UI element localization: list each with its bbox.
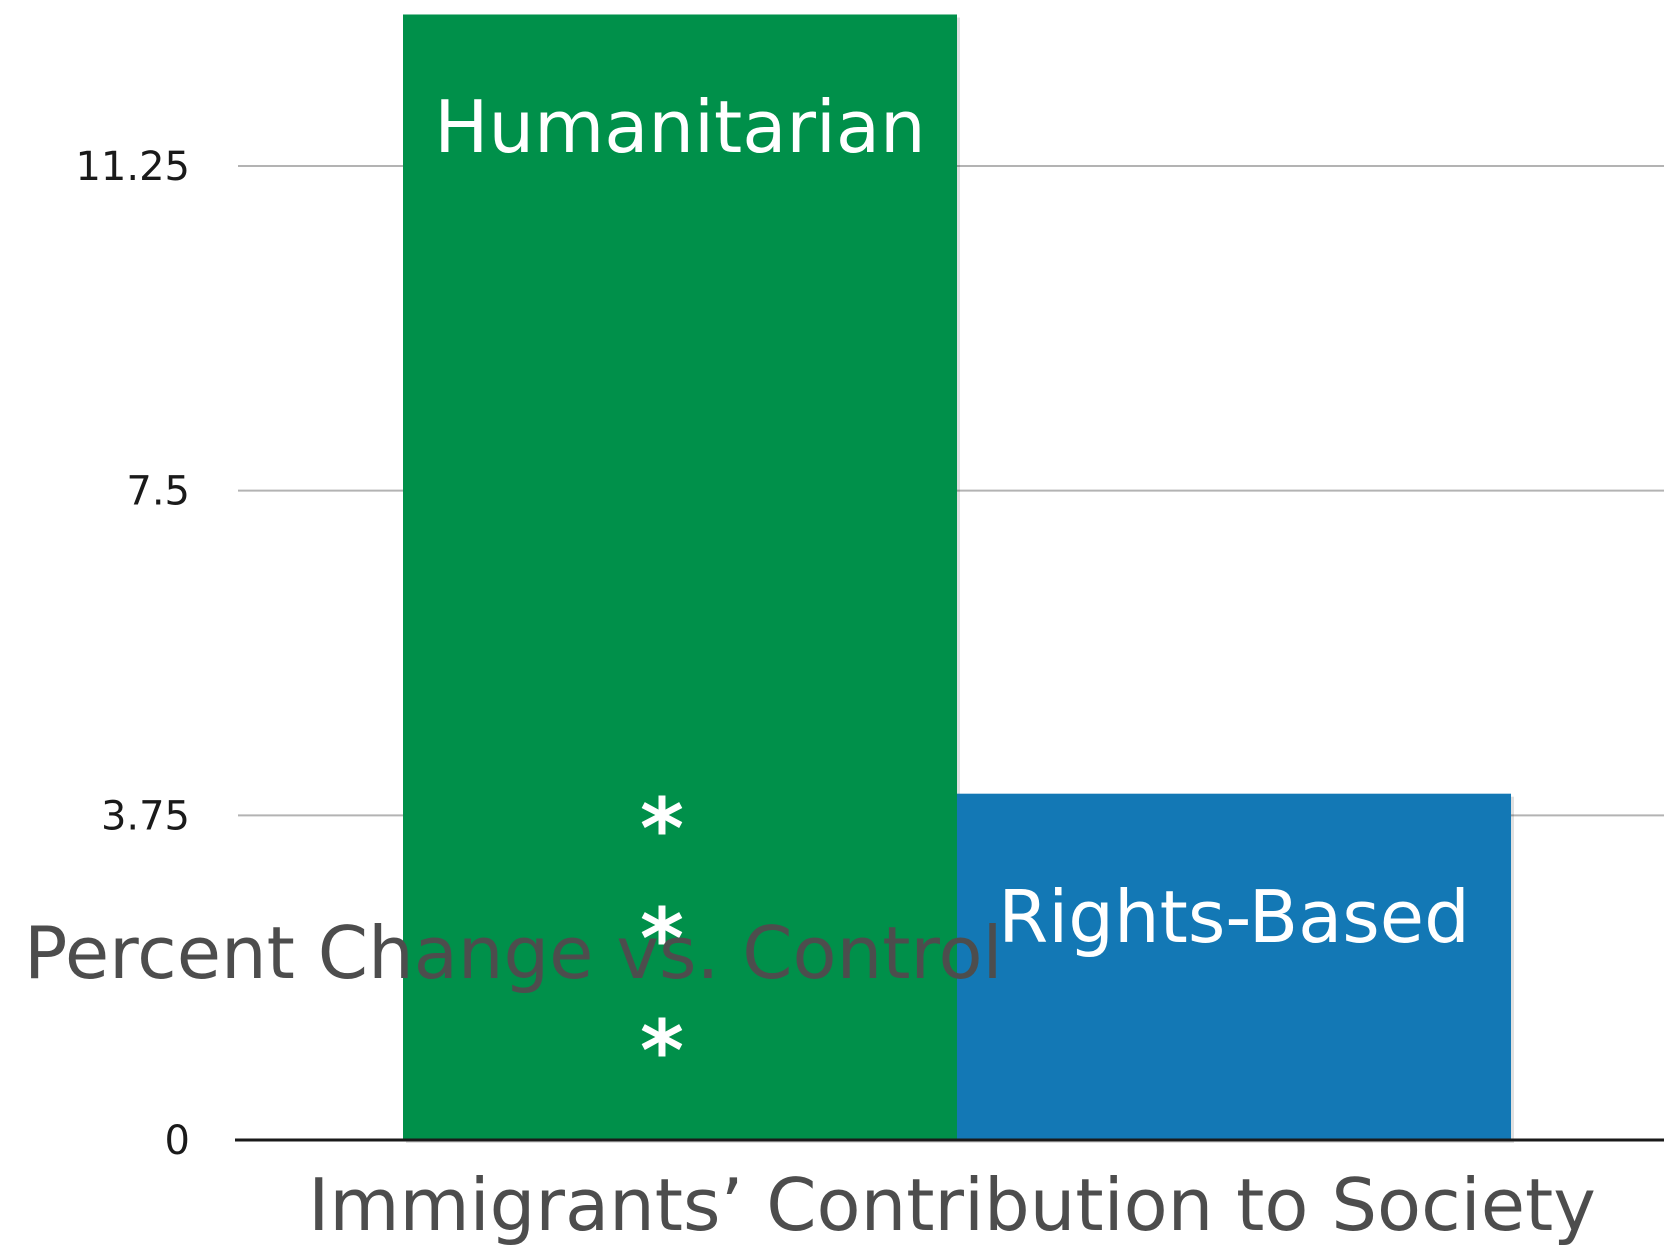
bar-labels: Humanitarian Rights-Based [434, 85, 1469, 959]
significance-star: * [640, 1002, 684, 1100]
y-tick-label: 3.75 [101, 793, 190, 839]
y-tick-label: 11.25 [75, 144, 190, 190]
significance-star: * [640, 780, 684, 878]
significance-star: * [640, 890, 684, 988]
bar-label: Rights-Based [998, 875, 1470, 959]
bar-label: Humanitarian [434, 85, 925, 169]
bar-humanitarian [403, 14, 957, 1140]
bar-rights-based [957, 793, 1511, 1140]
y-tick-labels: 0 3.75 7.5 11.25 [75, 144, 190, 1164]
y-axis-label: Percent Change vs. Control [24, 911, 1003, 995]
bars [403, 14, 1514, 1143]
y-tick-label: 7.5 [126, 469, 190, 515]
x-axis-label: Immigrants’ Contribution to Society [308, 1163, 1596, 1245]
significance-stars: * * * [640, 780, 684, 1100]
y-tick-label: 0 [165, 1118, 190, 1164]
